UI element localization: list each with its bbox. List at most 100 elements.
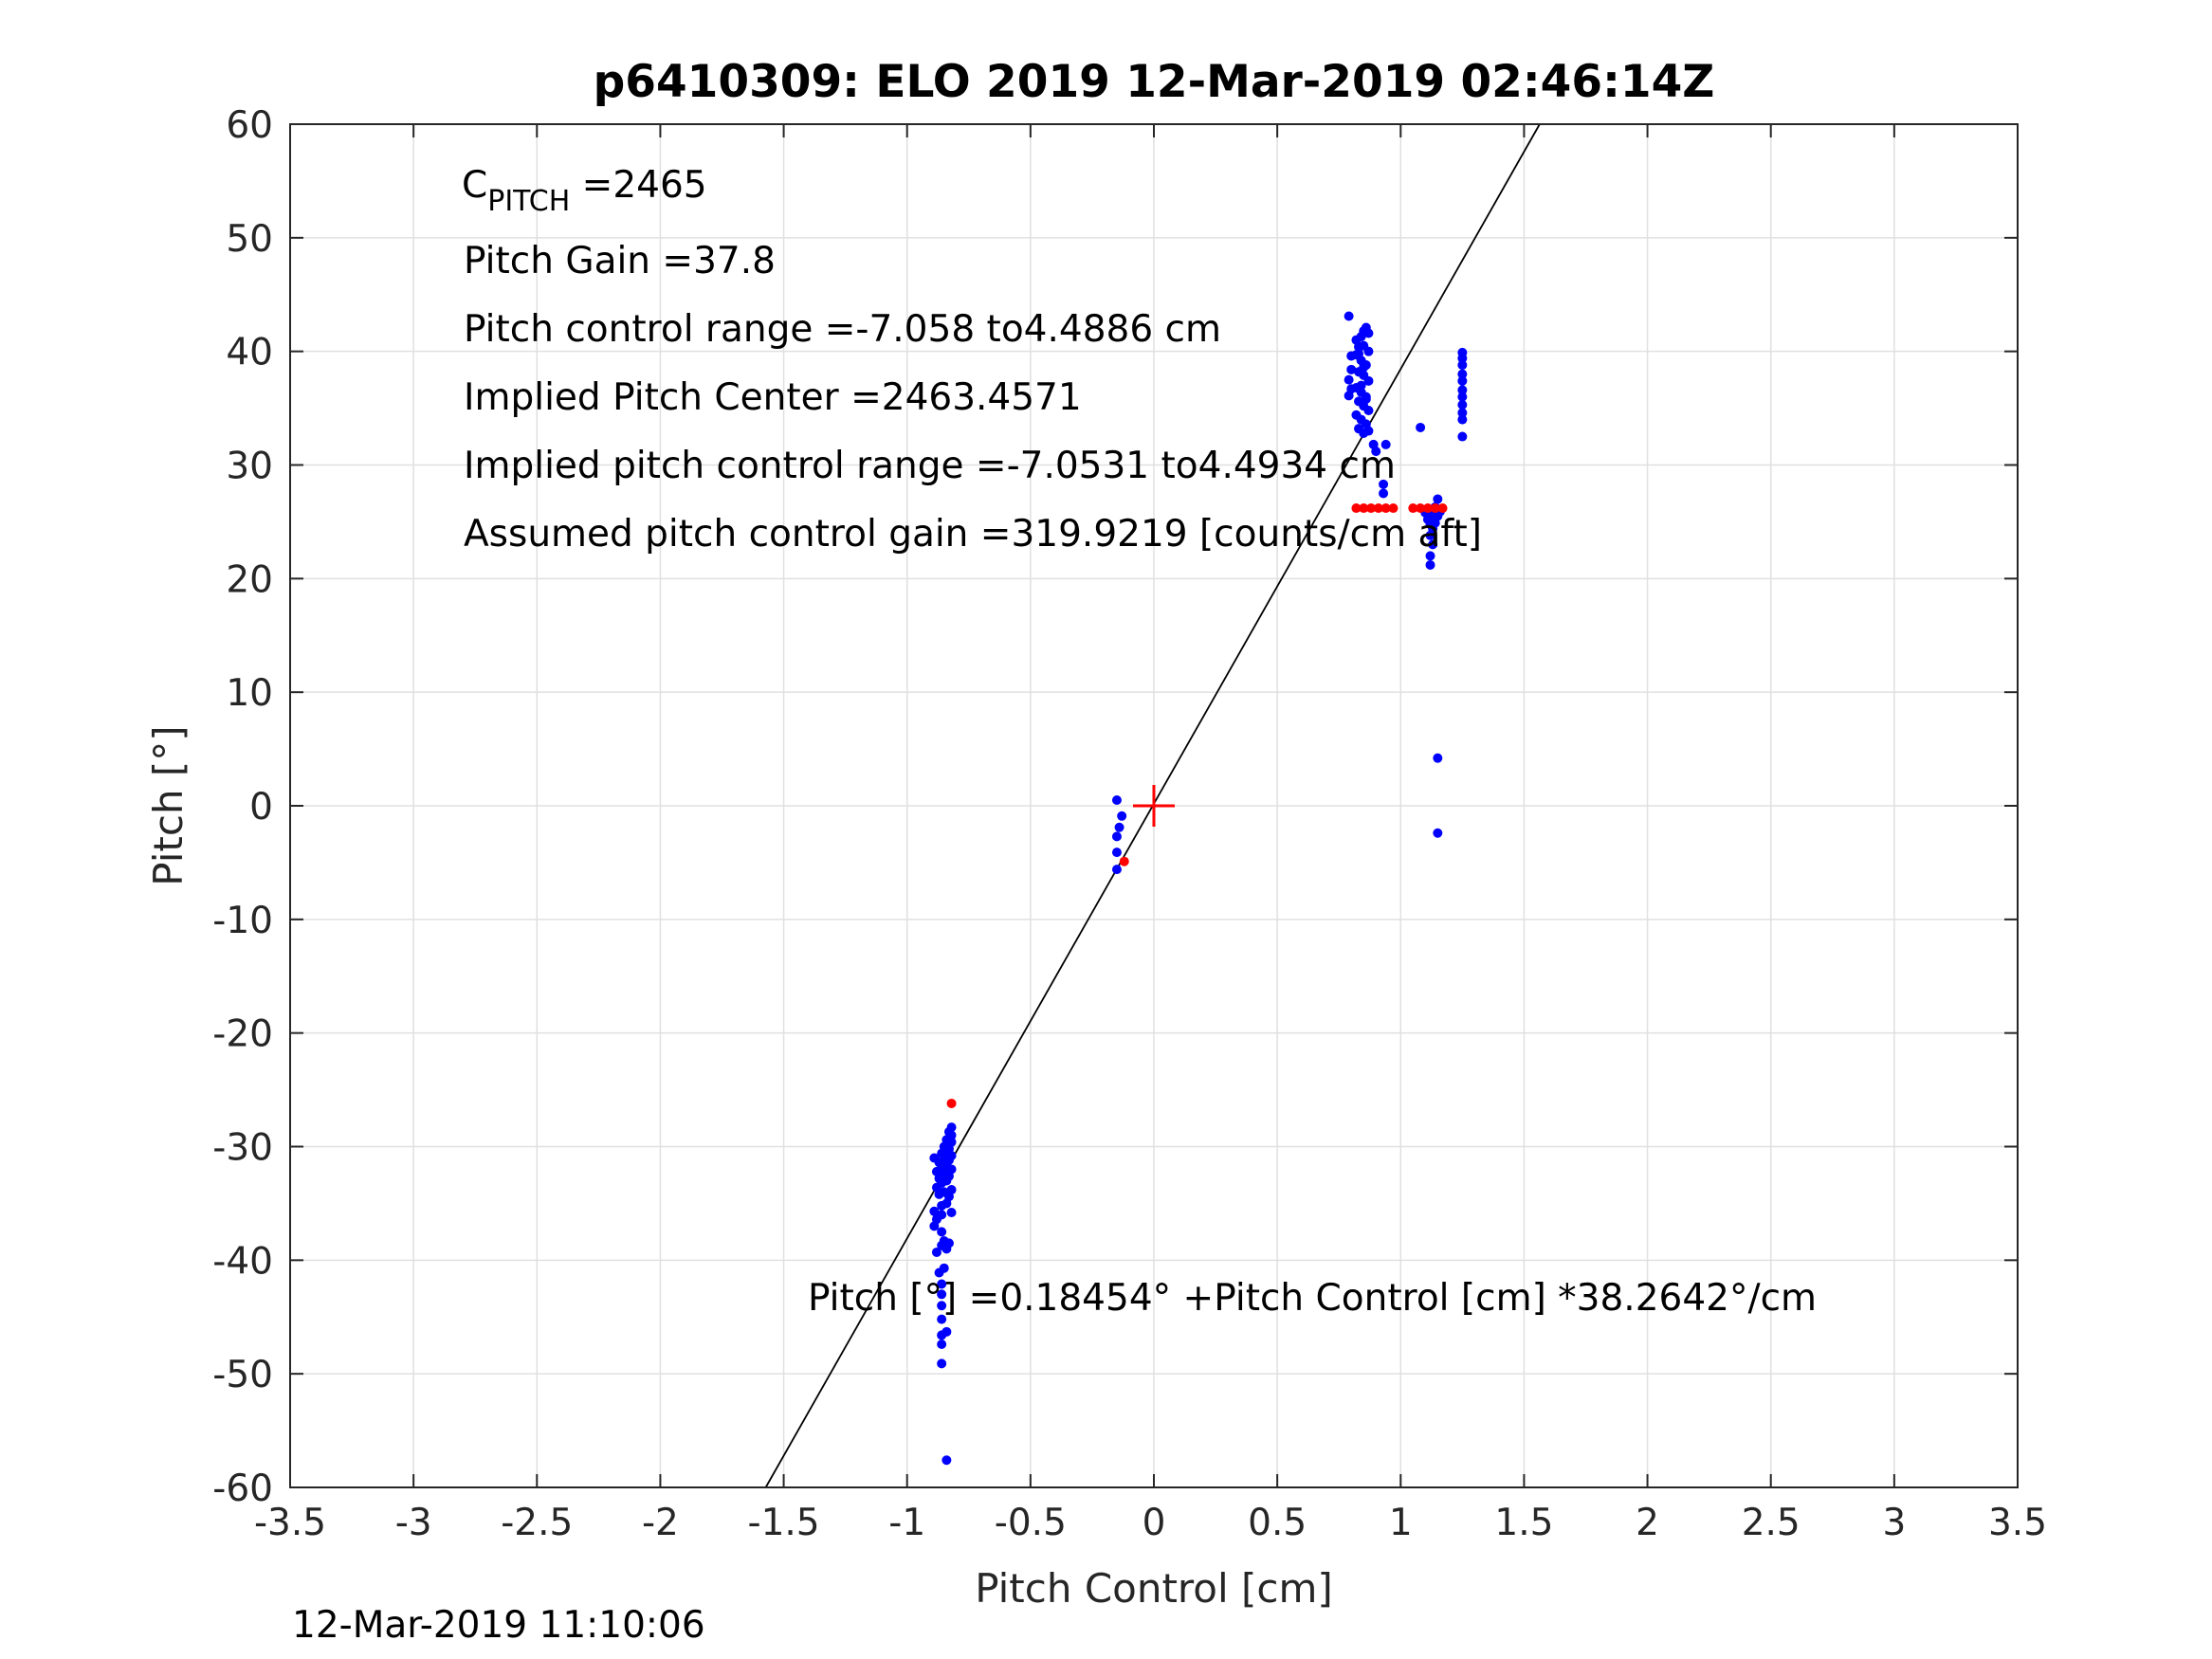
blue-data-point [946, 1208, 957, 1218]
c-pitch-subscript: PITCH [487, 185, 570, 218]
blue-data-point [1457, 369, 1468, 379]
blue-data-point [1457, 375, 1468, 386]
timestamp-footer: 12-Mar-2019 11:10:06 [292, 1604, 705, 1647]
x-axis-label: Pitch Control [cm] [975, 1565, 1333, 1612]
blue-data-point [1111, 848, 1122, 858]
y-tick-label: 50 [226, 218, 273, 261]
control-range-annotation: Pitch control range =-7.058 to4.4886 cm [464, 308, 1221, 351]
y-tick-label: -40 [212, 1240, 273, 1283]
blue-data-point [1425, 559, 1435, 570]
blue-data-point [929, 1153, 940, 1163]
y-tick-label: 30 [226, 446, 273, 488]
blue-data-point [937, 1301, 947, 1311]
annotation-box: CPITCH =2465 Pitch Gain =37.8 Pitch cont… [462, 164, 1482, 556]
implied-center-annotation: Implied Pitch Center =2463.4571 [464, 376, 1082, 419]
center-marker-group [1133, 785, 1175, 827]
assumed-gain-annotation: Assumed pitch control gain =319.9219 [co… [464, 513, 1482, 556]
blue-data-point [937, 1314, 947, 1324]
x-tick-label: 1 [1389, 1502, 1413, 1544]
x-tick-label: -0.5 [995, 1502, 1067, 1544]
blue-data-point [1363, 375, 1374, 386]
blue-data-point [1114, 822, 1124, 832]
blue-data-point [937, 1340, 947, 1350]
blue-data-point [1457, 414, 1468, 425]
blue-data-point [1363, 328, 1374, 338]
y-axis-label: Pitch [°] [145, 725, 192, 885]
red-data-point [1119, 856, 1129, 866]
y-tick-label: -20 [212, 1013, 273, 1056]
blue-data-point [1117, 811, 1127, 821]
blue-data-point [939, 1263, 949, 1273]
blue-data-point [946, 1185, 957, 1195]
blue-data-point [1457, 408, 1468, 418]
blue-data-point [937, 1358, 947, 1369]
blue-data-point [1428, 539, 1438, 550]
x-tick-label: -3 [395, 1502, 432, 1544]
x-tick-label: 0.5 [1248, 1502, 1307, 1544]
blue-data-point [1379, 488, 1389, 499]
y-tick-label: 10 [226, 672, 273, 715]
tick-marks [289, 123, 2019, 1488]
blue-data-point [1363, 426, 1374, 436]
y-tick-label: 60 [226, 104, 273, 147]
x-tick-label: -3.5 [254, 1502, 326, 1544]
blue-data-point [937, 1210, 947, 1220]
blue-data-point [1361, 393, 1371, 404]
implied-range-annotation: Implied pitch control range =-7.0531 to4… [464, 445, 1396, 487]
blue-data-point [1346, 364, 1357, 374]
x-tick-label: 1.5 [1494, 1502, 1553, 1544]
y-tick-label: 20 [226, 558, 273, 601]
blue-data-point [937, 1279, 947, 1289]
blue-data-point [1111, 831, 1122, 842]
y-tick-label: -50 [212, 1354, 273, 1396]
fit-equation-annotation: Pitch [°] =0.18454° +Pitch Control [cm] … [808, 1277, 1817, 1320]
blue-data-point [946, 1122, 957, 1133]
red-data-point [946, 1098, 957, 1108]
blue-data-point [937, 1227, 947, 1237]
blue-data-point [1457, 360, 1468, 371]
chart-title: p6410309: ELO 2019 12-Mar-2019 02:46:14Z [594, 56, 1715, 108]
blue-data-point [1359, 362, 1369, 373]
blue-data-point [937, 1289, 947, 1300]
blue-data-point [1457, 431, 1468, 442]
blue-data-point [1380, 439, 1391, 449]
blue-data-point [939, 1235, 949, 1246]
red-data-point [1388, 503, 1398, 514]
data-points [929, 311, 1468, 1466]
blue-data-point [1433, 828, 1443, 838]
y-tick-labels: -60 -50 -40 -30 -20 -10 0 10 20 30 40 50 60 [212, 104, 273, 1510]
blue-data-point [1457, 399, 1468, 410]
x-tick-labels: -3.5 -3 -2.5 -2 -1.5 -1 -0.5 0 0.5 1 1.5 2 2.5 3 3.5 [254, 1502, 2047, 1544]
blue-data-point [1111, 795, 1122, 806]
red-data-point [1430, 503, 1440, 514]
blue-data-point [1363, 346, 1374, 356]
blue-data-point [1433, 494, 1443, 504]
y-tick-label: 40 [226, 332, 273, 374]
x-tick-label: -1 [888, 1502, 925, 1544]
blue-data-point [1344, 311, 1354, 321]
x-tick-label: 2.5 [1742, 1502, 1801, 1544]
blue-data-point [941, 1455, 952, 1466]
blue-data-point [1425, 530, 1435, 540]
red-data-point [1351, 503, 1362, 514]
svg-text:CPITCH =2465: CPITCH =2465 [462, 164, 707, 218]
blue-data-point [1371, 447, 1381, 457]
red-data-point [1422, 503, 1433, 514]
x-tick-label: 2 [1636, 1502, 1659, 1544]
red-data-point [1373, 503, 1383, 514]
x-tick-label: 3 [1882, 1502, 1906, 1544]
blue-data-point [1344, 391, 1354, 401]
pitch-gain-annotation: Pitch Gain =37.8 [464, 240, 776, 283]
blue-data-point [1363, 405, 1374, 415]
x-tick-label: -2 [642, 1502, 679, 1544]
red-data-point [1408, 503, 1418, 514]
red-data-point [1380, 503, 1391, 514]
blue-data-point [1354, 349, 1364, 359]
x-tick-label: -2.5 [501, 1502, 573, 1544]
blue-data-point [1425, 551, 1435, 561]
blue-data-point [1356, 380, 1366, 391]
red-data-point [1366, 503, 1377, 514]
x-tick-label: 0 [1143, 1502, 1166, 1544]
y-tick-label: -60 [212, 1468, 273, 1510]
